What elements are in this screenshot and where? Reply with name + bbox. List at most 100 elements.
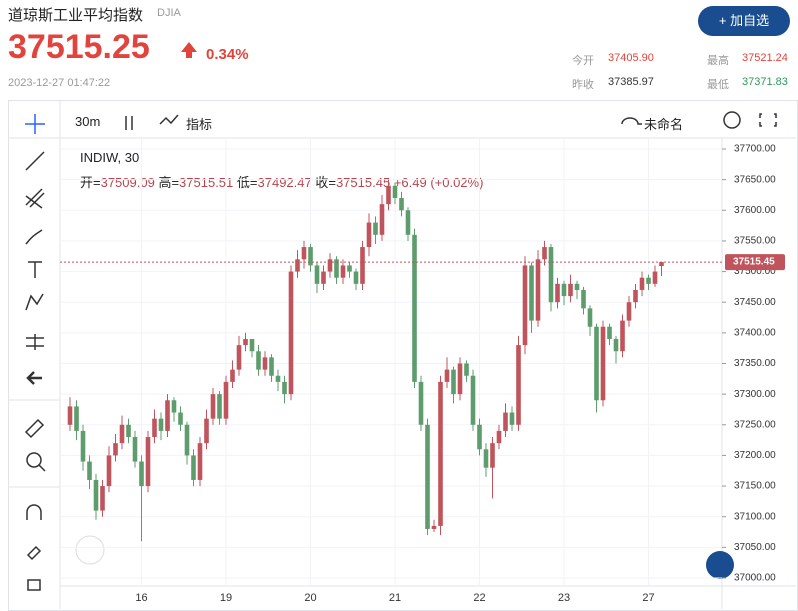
candle-body bbox=[620, 320, 625, 352]
candle-body bbox=[542, 247, 547, 260]
candle-body bbox=[568, 283, 573, 297]
candle-body bbox=[496, 430, 502, 444]
candle-body bbox=[223, 381, 229, 419]
candle-body bbox=[87, 461, 92, 480]
candle-body bbox=[249, 338, 255, 352]
candle-body bbox=[184, 424, 190, 456]
candle-body bbox=[379, 204, 385, 235]
time: 2023-12-27 01:47:22 bbox=[8, 77, 111, 89]
y-tick-label: 37700.00 bbox=[734, 144, 776, 155]
stat-label: 最低 bbox=[707, 79, 729, 91]
candle-body bbox=[360, 247, 365, 284]
candle-body bbox=[574, 283, 580, 290]
candle-body bbox=[626, 302, 632, 321]
candle-body bbox=[217, 394, 222, 419]
candle-body bbox=[197, 443, 203, 480]
candle-body bbox=[132, 437, 138, 462]
candle-body bbox=[282, 381, 287, 395]
candle-body bbox=[535, 259, 541, 321]
candle-body bbox=[457, 363, 463, 395]
candle-body bbox=[464, 363, 469, 376]
stat-value: 37371.83 bbox=[742, 76, 788, 88]
candle-body bbox=[275, 375, 281, 382]
candle-body bbox=[503, 412, 508, 431]
candle-body bbox=[366, 222, 372, 248]
candle-body bbox=[243, 338, 248, 346]
stat-value: 37521.24 bbox=[742, 52, 788, 64]
x-tick-label: 23 bbox=[558, 592, 570, 604]
separators bbox=[9, 101, 796, 609]
logo bbox=[75, 535, 105, 565]
candle-body bbox=[314, 265, 320, 284]
candle-body bbox=[80, 430, 86, 462]
candle-body bbox=[581, 289, 586, 309]
y-tick-label: 37100.00 bbox=[734, 511, 776, 522]
change: 0.34% bbox=[206, 46, 249, 63]
candle-body bbox=[308, 247, 313, 266]
candle-body bbox=[438, 381, 443, 526]
candle-body bbox=[470, 375, 476, 425]
y-tick-label: 37600.00 bbox=[734, 205, 776, 216]
symbol: DJIA bbox=[157, 7, 181, 19]
stat-label: 昨收 bbox=[572, 79, 594, 91]
candle-body bbox=[165, 400, 170, 431]
candle-body bbox=[269, 357, 274, 376]
candle-body bbox=[347, 265, 352, 272]
candle-body bbox=[119, 424, 125, 444]
x-tick-label: 22 bbox=[473, 592, 485, 604]
legend-value: 37492.47 bbox=[257, 175, 312, 190]
candle-body bbox=[145, 437, 151, 487]
stat-value: 37385.97 bbox=[608, 76, 654, 88]
stat-label: 最高 bbox=[707, 55, 729, 67]
candle-body bbox=[425, 424, 430, 529]
candle-body bbox=[334, 259, 339, 278]
y-tick-label: 37150.00 bbox=[734, 481, 776, 492]
x-tick-label: 16 bbox=[135, 592, 147, 604]
candle-body bbox=[152, 418, 157, 438]
tool-icons bbox=[24, 111, 777, 591]
layout-name[interactable]: 未命名 bbox=[644, 117, 684, 132]
candle-body bbox=[178, 412, 183, 425]
y-tick-label: 37000.00 bbox=[734, 573, 776, 584]
candle-body bbox=[327, 259, 333, 272]
price-tag-label: 37515.45 bbox=[733, 257, 775, 268]
candle-body bbox=[113, 443, 118, 456]
interval[interactable]: 30m bbox=[75, 114, 101, 129]
add-button[interactable]: + 加自选 bbox=[698, 6, 790, 36]
candle-body bbox=[373, 222, 378, 235]
x-tick-label: 27 bbox=[642, 592, 654, 604]
legend-label: 低= bbox=[236, 175, 258, 190]
y-tick-label: 37300.00 bbox=[734, 389, 776, 400]
candle-body bbox=[561, 283, 567, 297]
indicator[interactable]: 指标 bbox=[186, 117, 213, 132]
candle-body bbox=[106, 455, 112, 487]
candle-body bbox=[93, 479, 99, 511]
candle-body bbox=[431, 525, 437, 529]
legend-name: INDIW, 30 bbox=[80, 150, 140, 165]
candle-body bbox=[613, 338, 619, 352]
candle-body bbox=[444, 369, 450, 382]
candle-body bbox=[412, 234, 417, 382]
y-tick-label: 37050.00 bbox=[734, 542, 776, 553]
candle-body bbox=[288, 271, 294, 395]
candle-body bbox=[639, 277, 645, 290]
candle-body bbox=[353, 271, 359, 284]
x-tick-label: 20 bbox=[304, 592, 316, 604]
legend-change: +6.49 (+0.02%) bbox=[393, 175, 484, 190]
candle-body bbox=[295, 259, 300, 272]
candle-body bbox=[204, 418, 209, 444]
candle-body bbox=[392, 185, 398, 199]
candle-body bbox=[210, 394, 216, 419]
candle-body bbox=[451, 369, 456, 395]
candle-body bbox=[171, 400, 177, 413]
y-tick-label: 37450.00 bbox=[734, 297, 776, 308]
legend-label: 收= bbox=[315, 175, 336, 190]
candle-body bbox=[477, 424, 482, 450]
y-tick-label: 37400.00 bbox=[734, 327, 776, 338]
y-tick-label: 37650.00 bbox=[734, 174, 776, 185]
legend-value: 37515.45 bbox=[335, 175, 391, 190]
candle-body bbox=[139, 461, 144, 487]
x-tick-label: 19 bbox=[220, 592, 232, 604]
candle-body bbox=[522, 265, 528, 346]
